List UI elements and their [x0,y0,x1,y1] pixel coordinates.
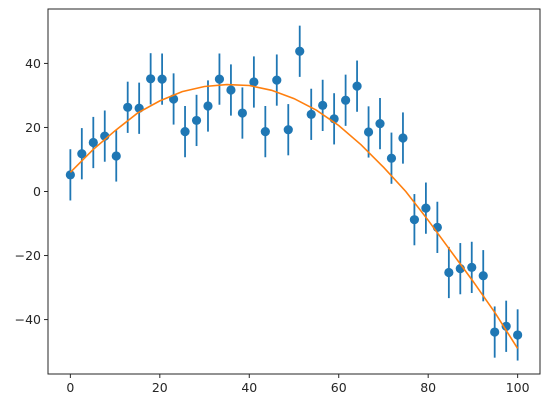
data-point [478,271,488,281]
data-point [203,101,213,111]
fit-curve-series [69,83,519,349]
data-point [214,74,225,84]
data-point [237,108,247,118]
data-point [260,127,270,137]
fit-curve-line [69,83,519,349]
data-point [88,137,98,148]
data-point [501,321,511,331]
data-point [318,100,328,110]
data-point [341,95,351,105]
data-point [226,85,236,95]
x-tick-label: 0 [66,380,74,395]
data-point [444,267,454,278]
data-point [409,215,420,225]
y-tick-label: 0 [33,184,41,199]
axes: 0 20 40 60 80 100 −40 −20 0 20 40 [15,8,541,395]
data-point [375,119,385,129]
errorbar-series [65,25,523,361]
y-tick-label: −20 [15,248,41,263]
data-point [352,81,362,91]
data-point [77,149,87,159]
data-point [490,327,500,337]
data-point [180,127,190,137]
y-tick-label: −40 [15,312,41,327]
data-point [283,125,293,135]
data-point [157,74,167,84]
y-tick-label: 40 [25,56,41,71]
data-point [249,77,259,87]
data-point [363,127,374,137]
data-point [306,109,316,119]
data-point [295,46,305,56]
y-tick-label: 20 [25,120,41,135]
data-point [146,74,156,84]
x-tick-label: 100 [506,380,530,395]
x-tick-label: 60 [331,380,347,395]
data-point [272,75,282,85]
data-point [421,203,431,213]
x-tick-label: 40 [241,380,257,395]
data-point [398,133,408,143]
data-point [111,151,121,161]
data-point [123,102,133,112]
data-point [467,262,477,272]
x-tick-label: 80 [420,380,436,395]
x-tick-label: 20 [152,380,168,395]
axes-frame [47,8,541,375]
data-point [513,330,523,340]
data-point [386,153,397,163]
data-point [65,170,75,180]
data-point [191,115,202,126]
